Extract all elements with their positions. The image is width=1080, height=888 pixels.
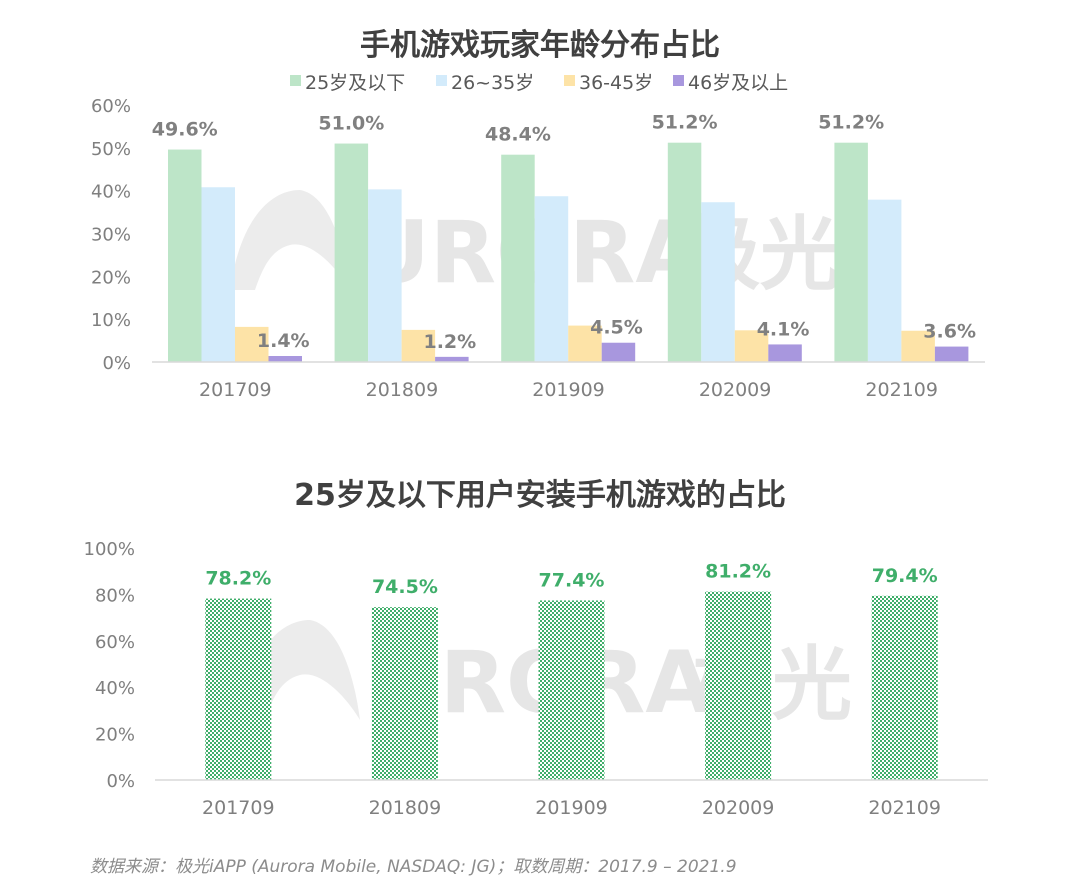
- bar: [667, 142, 702, 362]
- bar: [435, 356, 469, 362]
- y-tick-label: 40%: [91, 182, 131, 203]
- bar: [534, 196, 569, 362]
- bar: [867, 199, 902, 362]
- data-label: 51.2%: [818, 112, 884, 134]
- data-label: 49.6%: [152, 119, 218, 141]
- data-label: 1.2%: [423, 331, 476, 353]
- data-label: 79.4%: [872, 565, 938, 587]
- bar: [734, 330, 769, 362]
- bar: [201, 187, 235, 362]
- source-note: 数据来源：极光iAPP (Aurora Mobile, NASDAQ: JG)；…: [90, 857, 737, 877]
- data-label: 4.1%: [757, 318, 810, 340]
- bar: [501, 154, 535, 362]
- bar: [901, 330, 935, 362]
- y-tick-label: 30%: [91, 225, 131, 246]
- y-tick-label: 0%: [102, 353, 131, 374]
- chart-title: 25岁及以下用户安装手机游戏的占比: [294, 478, 786, 513]
- aurora-logo-icon: [230, 190, 350, 290]
- legend-swatch: [564, 75, 575, 86]
- bar: [235, 326, 269, 362]
- data-label: 48.4%: [485, 124, 551, 146]
- data-label: 81.2%: [705, 561, 771, 583]
- x-axis: 201709 201809 201909 202009 202109: [199, 379, 938, 401]
- legend-swatch: [290, 75, 301, 86]
- data-label: 51.0%: [318, 113, 384, 135]
- data-label: 74.5%: [372, 576, 438, 598]
- y-axis: 0% 10% 20% 30% 40% 50% 60%: [91, 96, 131, 374]
- legend-swatch: [436, 75, 447, 86]
- bar: [601, 342, 636, 362]
- x-tick-label: 201709: [199, 379, 272, 401]
- bar: [401, 329, 436, 362]
- legend: 25岁及以下 26~35岁 36-45岁 46岁及以上: [290, 72, 788, 94]
- x-tick-label: 201909: [535, 797, 608, 819]
- data-label: 51.2%: [652, 112, 718, 134]
- data-label: 77.4%: [539, 569, 605, 591]
- x-tick-label: 202109: [868, 797, 941, 819]
- bars: 78.2% 74.5% 77.4% 81.2% 79.4%: [205, 561, 938, 780]
- x-axis: 201709 201809 201909 202009 202109: [202, 797, 941, 819]
- legend-label: 25岁及以下: [305, 72, 405, 94]
- data-label: 3.6%: [923, 321, 976, 343]
- bar: [871, 595, 938, 780]
- bars: 49.6% 1.4% 51.0% 1.2% 48.4% 4.5% 51.2% 4.1% 51.2…: [152, 112, 976, 362]
- data-label: 78.2%: [205, 568, 271, 590]
- y-tick-label: 0%: [106, 771, 135, 792]
- bar: [768, 344, 802, 362]
- y-axis: 0% 20% 40% 60% 80% 100%: [84, 539, 135, 792]
- y-tick-label: 80%: [95, 585, 135, 606]
- bar: [205, 598, 272, 780]
- x-tick-label: 202009: [699, 379, 772, 401]
- bar: [934, 346, 969, 362]
- bar: [268, 356, 302, 362]
- chart-title: 手机游戏玩家年龄分布占比: [360, 28, 720, 63]
- y-tick-label: 50%: [91, 139, 131, 160]
- bar: [371, 607, 438, 780]
- x-tick-label: 202109: [865, 379, 938, 401]
- legend-swatch: [673, 75, 684, 86]
- age-distribution-chart: 手机游戏玩家年龄分布占比 25岁及以下 26~35岁 36-45岁 46岁及以上 0%…: [91, 28, 985, 401]
- young-users-install-chart: 25岁及以下用户安装手机游戏的占比 0% 20% 40% 60% 80% 100% 78.…: [84, 478, 988, 819]
- x-tick-label: 201709: [202, 797, 275, 819]
- y-tick-label: 20%: [91, 267, 131, 288]
- legend-label: 36-45岁: [579, 72, 653, 94]
- bar: [705, 591, 772, 780]
- x-tick-label: 201809: [369, 797, 442, 819]
- bar: [834, 142, 868, 362]
- y-tick-label: 100%: [84, 539, 135, 560]
- x-tick-label: 201909: [532, 379, 605, 401]
- bar: [368, 189, 402, 362]
- y-tick-label: 60%: [91, 96, 131, 117]
- y-tick-label: 40%: [95, 678, 135, 699]
- bar: [168, 149, 202, 362]
- bar: [334, 143, 369, 362]
- data-label: 1.4%: [257, 330, 310, 352]
- legend-label: 46岁及以上: [688, 72, 788, 94]
- x-tick-label: 202009: [702, 797, 775, 819]
- bar: [701, 202, 735, 362]
- y-tick-label: 60%: [95, 632, 135, 653]
- bar: [568, 325, 602, 362]
- y-tick-label: 20%: [95, 725, 135, 746]
- x-tick-label: 201809: [366, 379, 439, 401]
- data-label: 4.5%: [590, 317, 643, 339]
- y-tick-label: 10%: [91, 310, 131, 331]
- bar: [538, 600, 605, 780]
- legend-label: 26~35岁: [451, 72, 534, 94]
